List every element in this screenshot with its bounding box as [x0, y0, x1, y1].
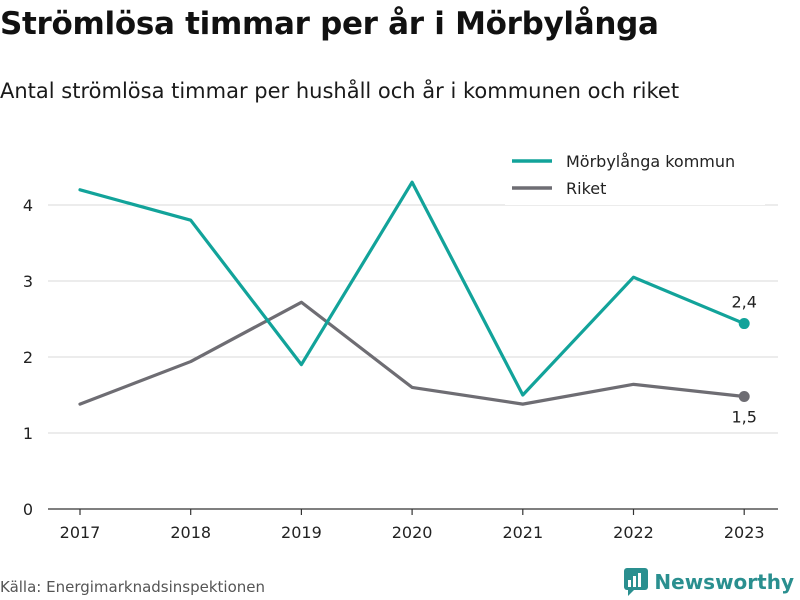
brand-logo[interactable]: Newsworthy: [624, 568, 794, 596]
source-note: Källa: Energimarknadsinspektionen: [0, 578, 266, 596]
y-tick-label: 3: [23, 272, 33, 291]
series-line: [78, 300, 746, 406]
x-tick-label: 2021: [502, 523, 543, 542]
x-tick-label: 2020: [392, 523, 433, 542]
data-label: 2,4: [731, 293, 756, 312]
y-tick-label: 2: [23, 348, 33, 367]
legend-label: Riket: [566, 179, 606, 198]
legend-box: [505, 145, 765, 205]
chart-subtitle: Antal strömlösa timmar per hushåll och å…: [0, 79, 680, 103]
series-end-point: [738, 391, 750, 403]
chart-title: Strömlösa timmar per år i Mörbylånga: [0, 6, 659, 42]
series-end-point: [738, 318, 750, 330]
y-tick-label: 4: [23, 196, 33, 215]
series-line: [78, 180, 746, 397]
x-tick-label: 2022: [613, 523, 654, 542]
data-label: 1,5: [731, 408, 756, 427]
brand-name: Newsworthy: [654, 570, 794, 594]
y-tick-label: 0: [23, 500, 33, 519]
newsworthy-logo-icon: [624, 568, 649, 596]
x-tick-label: 2018: [170, 523, 211, 542]
y-tick-label: 1: [23, 424, 33, 443]
x-tick-label: 2019: [281, 523, 322, 542]
x-tick-label: 2017: [60, 523, 101, 542]
legend-label: Mörbylånga kommun: [566, 152, 735, 171]
x-tick-label: 2023: [724, 523, 765, 542]
